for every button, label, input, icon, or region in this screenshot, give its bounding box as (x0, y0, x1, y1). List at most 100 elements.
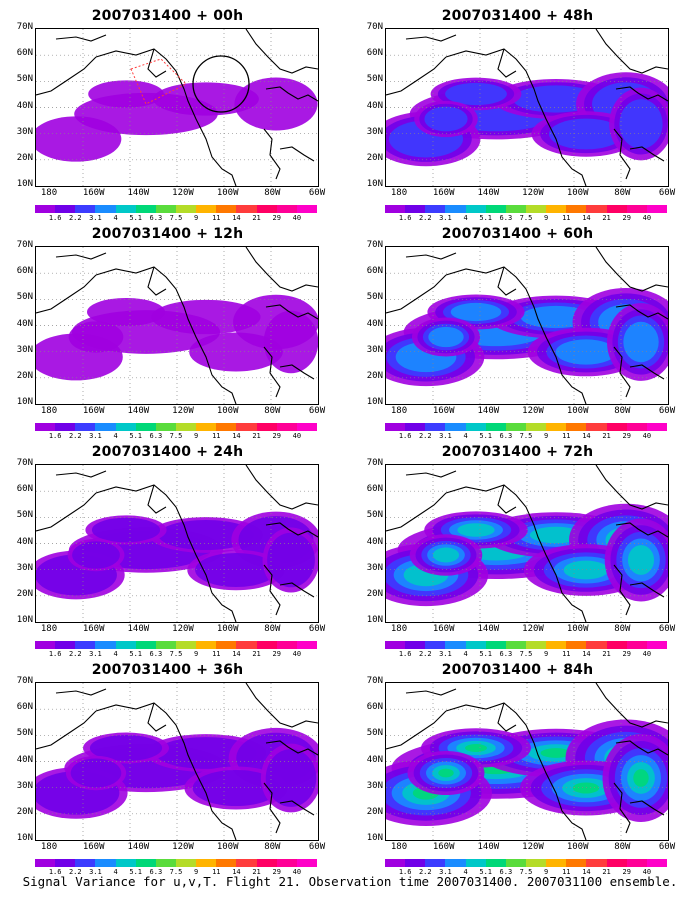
longitude-tick-label: 160W (82, 188, 105, 198)
colorbar-label: 11 (212, 432, 221, 440)
coastline (55, 470, 107, 478)
colorbar-swatch (385, 205, 406, 213)
colorbar-swatch (445, 641, 466, 649)
coastline (445, 48, 587, 186)
map-plot-area (385, 464, 669, 623)
colorbar-swatch (95, 859, 116, 867)
colorbar-label: 29 (622, 650, 631, 658)
longitude-tick-label: 140W (477, 842, 500, 852)
colorbar-swatch (216, 641, 237, 649)
latitude-tick-label: 20N (366, 588, 383, 599)
colorbar-label: 4 (463, 214, 468, 222)
colorbar-swatch (445, 423, 466, 431)
coastline (265, 304, 318, 320)
longitude-tick-label: 120W (172, 842, 194, 852)
colorbar-swatch (216, 859, 237, 867)
coastline (55, 688, 107, 696)
latitude-tick-label: 20N (16, 588, 33, 599)
coastline (615, 740, 668, 756)
latitude-tick-label: 50N (16, 74, 33, 85)
colorbar (385, 423, 667, 431)
variance-contour-fill (151, 299, 261, 335)
colorbar-label: 2.2 (68, 650, 82, 658)
longitude-tick-label: 60W (308, 406, 326, 416)
colorbar-label: 29 (272, 868, 281, 876)
colorbar-label: 6.3 (149, 214, 163, 222)
latitude-tick-label: 20N (16, 806, 33, 817)
colorbar-swatch (135, 859, 156, 867)
longitude-tick-label: 180 (390, 188, 408, 198)
colorbar-label: 4 (463, 650, 468, 658)
colorbar-label: 3.1 (439, 650, 452, 658)
colorbar-label: 5.1 (479, 214, 493, 222)
longitude-tick-label: 60W (658, 188, 676, 198)
latitude-tick-label: 40N (366, 536, 383, 547)
colorbar-swatch (196, 641, 217, 649)
forecast-panel: 2007031400 + 00h 70N 60N 50N 40N 30N 20N 10N 180… (0, 8, 335, 223)
longitude-tick-label: 80W (614, 624, 631, 634)
latitude-tick-label: 50N (16, 292, 33, 303)
colorbar-label: 2.2 (418, 214, 432, 222)
colorbar-label: 4 (463, 868, 468, 876)
colorbar-swatch (155, 205, 176, 213)
coastline (55, 34, 107, 42)
longitude-tick-label: 60W (658, 842, 676, 852)
colorbar-label: 3.1 (89, 650, 102, 658)
colorbar-swatch (566, 205, 587, 213)
colorbar-swatch (465, 641, 486, 649)
colorbar-swatch (546, 859, 567, 867)
colorbar-label: 9 (194, 868, 199, 876)
longitude-tick-label: 160W (82, 842, 105, 852)
colorbar-swatch (606, 423, 627, 431)
coastline (147, 702, 167, 732)
coastline (265, 86, 318, 102)
panel-title: 2007031400 + 60h (441, 226, 594, 242)
variance-contour-fill (68, 321, 124, 353)
latitude-tick-label: 20N (366, 370, 383, 381)
panel-title: 2007031400 + 48h (441, 8, 594, 24)
variance-contour-fill (540, 748, 572, 758)
latitude-tick-label: 10N (16, 397, 33, 407)
colorbar-swatch (586, 859, 607, 867)
colorbar-label: 6.3 (499, 650, 513, 658)
longitude-tick-label: 100W (566, 624, 589, 634)
colorbar-swatch (175, 423, 197, 431)
colorbar-swatch (276, 205, 297, 213)
coastline (497, 48, 517, 78)
longitude-tick-label: 120W (522, 624, 544, 634)
latitude-tick-label: 60N (16, 484, 33, 495)
colorbar-swatch (216, 423, 237, 431)
colorbar-swatch (216, 205, 237, 213)
variance-contour-fill (72, 541, 120, 569)
colorbar-swatch (135, 423, 156, 431)
longitude-tick-label: 160W (82, 624, 105, 634)
colorbar-swatch (75, 859, 96, 867)
coastline (245, 29, 318, 74)
colorbar-swatch (485, 641, 506, 649)
latitude-tick-label: 60N (366, 266, 383, 277)
latitude-tick-label: 20N (366, 806, 383, 817)
colorbar-swatch (385, 859, 406, 867)
panel-title: 2007031400 + 24h (91, 444, 244, 460)
colorbar-swatch (405, 641, 426, 649)
variance-map (386, 683, 668, 840)
colorbar-label: 2.2 (68, 868, 82, 876)
colorbar-label: 11 (562, 868, 571, 876)
colorbar-swatch (236, 205, 257, 213)
colorbar-label: 6.3 (499, 432, 513, 440)
coastline (95, 702, 237, 840)
variance-contour-fill (457, 523, 495, 537)
longitude-tick-label: 120W (172, 188, 194, 198)
colorbar-label: 1.6 (398, 868, 412, 876)
coastline (279, 800, 315, 816)
colorbar-swatch (385, 423, 406, 431)
colorbar-swatch (626, 423, 647, 431)
colorbar-swatch (445, 859, 466, 867)
coastline (386, 56, 447, 96)
colorbar-label: 29 (272, 432, 281, 440)
latitude-tick-label: 40N (16, 318, 33, 329)
coastline (147, 48, 167, 78)
latitude-tick-label: 40N (16, 100, 33, 111)
latitude-tick-label: 10N (366, 179, 383, 189)
coastline (263, 782, 281, 834)
